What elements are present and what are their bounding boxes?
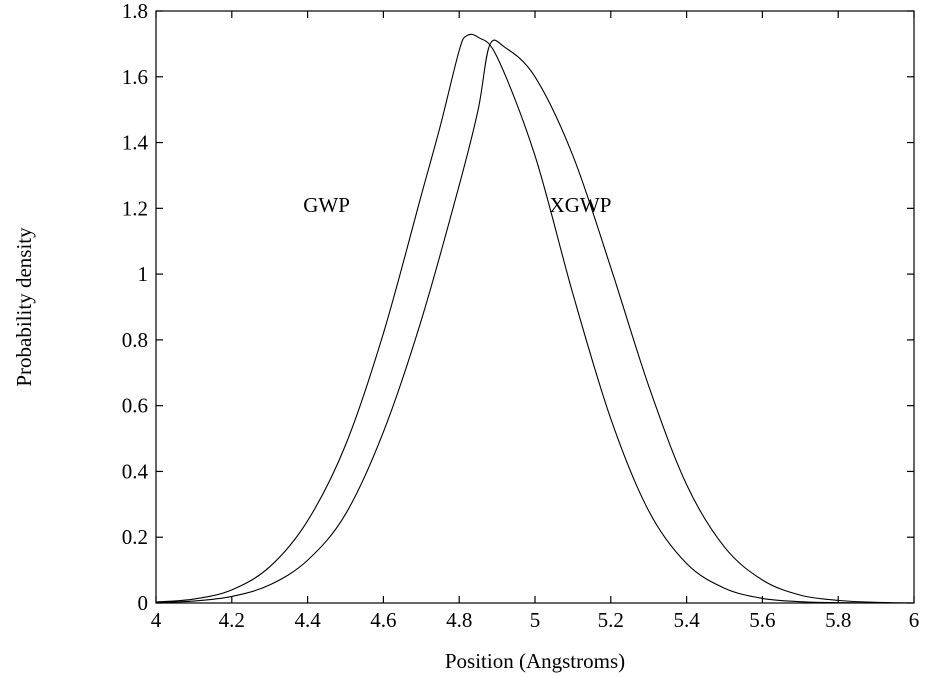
x-tick-label: 5 [530, 608, 541, 632]
y-tick-labels: 0 0.2 0.4 0.6 0.8 1 1.2 1.4 1.6 1.8 [122, 0, 149, 615]
y-tick-label: 0 [138, 591, 149, 615]
plot-frame [155, 10, 915, 604]
x-tick-labels: 4 4.2 4.4 4.6 4.8 5 5.2 5.4 5.6 5.8 6 [151, 608, 920, 632]
y-tick-label: 1.8 [122, 0, 148, 23]
x-tick-label: 4.4 [294, 608, 321, 632]
x-tick-label: 5.2 [598, 608, 624, 632]
x-tick-label: 4 [151, 608, 162, 632]
y-tick-label: 1.6 [122, 65, 148, 89]
y-tick-label: 0.8 [122, 328, 148, 352]
y-tick-label: 0.2 [122, 525, 148, 549]
series-line-xgwp [155, 39, 915, 604]
x-tick-label: 4.2 [219, 608, 245, 632]
y-tick-label: 0.6 [122, 394, 148, 418]
y-tick-label: 1 [138, 262, 149, 286]
x-tick-label: 6 [909, 608, 920, 632]
x-tick-label: 5.6 [749, 608, 775, 632]
y-tick-label: 1.4 [122, 131, 149, 155]
series-line-gwp [155, 33, 915, 604]
y-axis-label: Probability density [12, 227, 36, 387]
tick-marks [155, 10, 915, 604]
series-label-gwp: GWP [303, 193, 350, 217]
x-tick-label: 4.8 [446, 608, 472, 632]
y-tick-label: 0.4 [122, 459, 149, 483]
x-tick-label: 4.6 [370, 608, 396, 632]
series-label-xgwp: XGWP [550, 193, 612, 217]
x-axis-label: Position (Angstroms) [445, 649, 625, 673]
series-labels: GWP XGWP [303, 193, 611, 217]
y-tick-label: 1.2 [122, 196, 148, 220]
series-lines [155, 33, 915, 604]
x-tick-label: 5.4 [673, 608, 700, 632]
x-tick-label: 5.8 [825, 608, 851, 632]
